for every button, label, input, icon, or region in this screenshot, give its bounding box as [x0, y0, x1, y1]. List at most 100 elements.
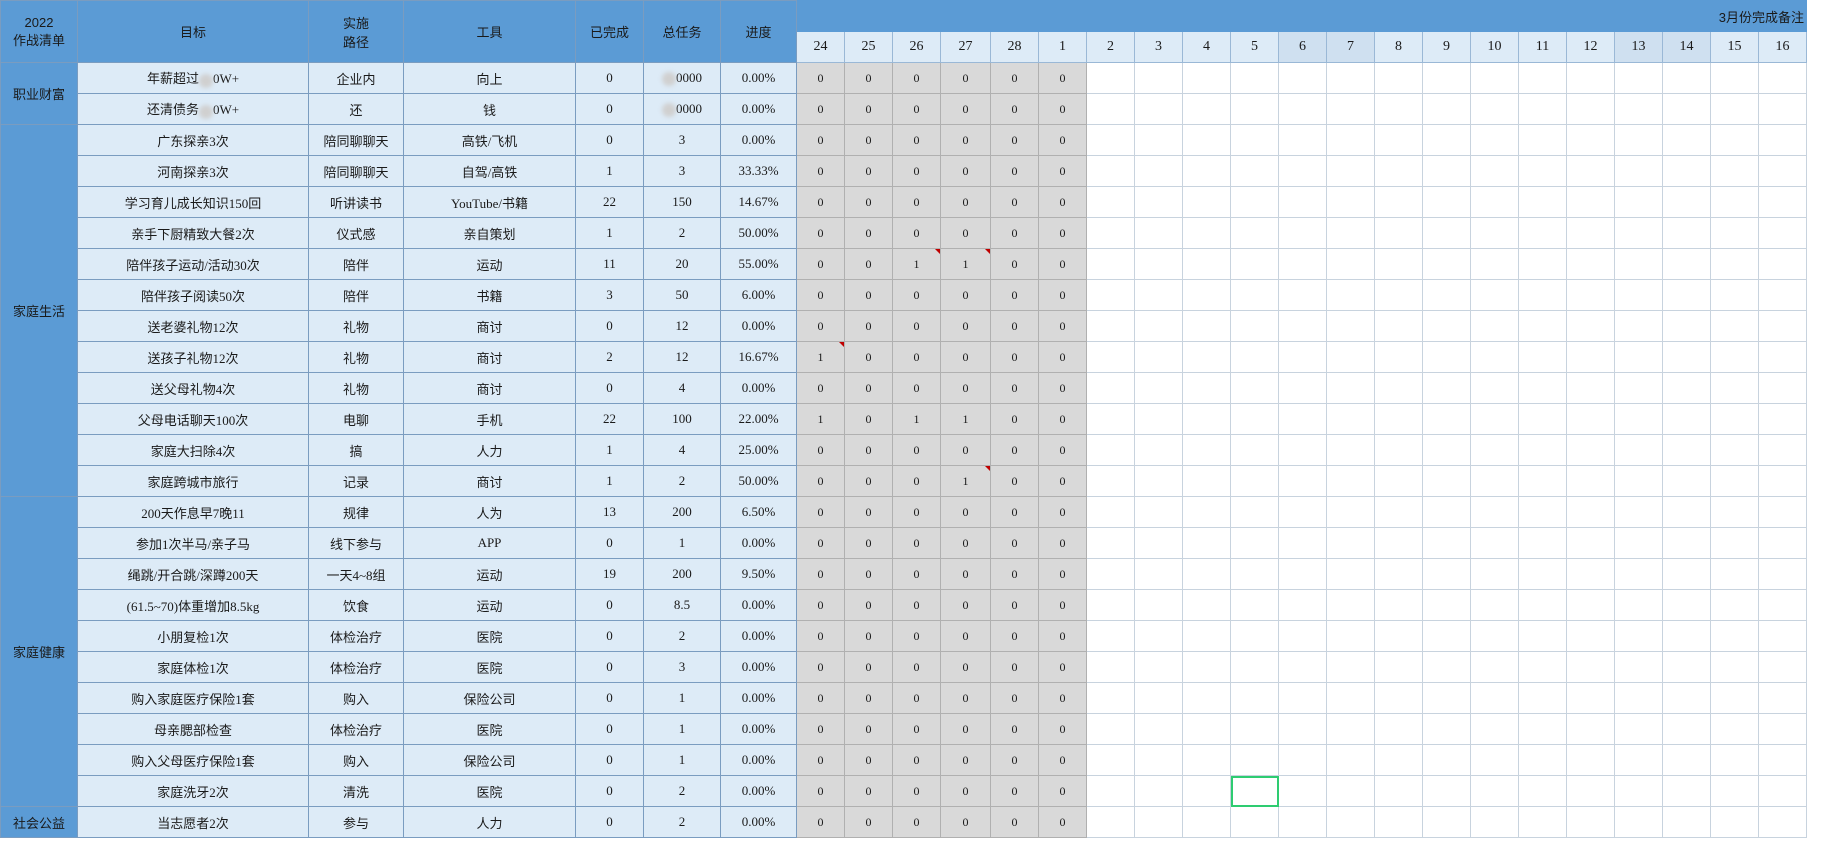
daily-count-cell[interactable]: 0	[796, 713, 845, 745]
empty-day-cell[interactable]	[1614, 558, 1663, 590]
empty-day-cell[interactable]	[1374, 155, 1423, 187]
empty-day-cell[interactable]	[1710, 744, 1759, 776]
empty-day-cell[interactable]	[1134, 620, 1183, 652]
empty-day-cell[interactable]	[1518, 155, 1567, 187]
empty-day-cell[interactable]	[1278, 217, 1327, 249]
empty-day-cell[interactable]	[1758, 465, 1807, 497]
empty-day-cell[interactable]	[1470, 310, 1519, 342]
daily-count-cell[interactable]: 0	[892, 186, 941, 218]
empty-day-cell[interactable]	[1758, 279, 1807, 311]
empty-day-cell[interactable]	[1326, 341, 1375, 373]
day-header-mar-15[interactable]: 15	[1710, 31, 1759, 63]
empty-day-cell[interactable]	[1134, 775, 1183, 807]
daily-count-cell[interactable]: 0	[844, 186, 893, 218]
empty-day-cell[interactable]	[1086, 155, 1135, 187]
total-cell[interactable]: 0000	[643, 62, 721, 94]
target-cell[interactable]: 参加1次半马/亲子马	[77, 527, 309, 559]
empty-day-cell[interactable]	[1566, 744, 1615, 776]
done-cell[interactable]: 0	[575, 682, 644, 714]
empty-day-cell[interactable]	[1566, 527, 1615, 559]
empty-day-cell[interactable]	[1086, 682, 1135, 714]
empty-day-cell[interactable]	[1662, 217, 1711, 249]
daily-count-cell[interactable]: 0	[796, 279, 845, 311]
empty-day-cell[interactable]	[1326, 651, 1375, 683]
path-cell[interactable]: 购入	[308, 744, 404, 776]
total-cell[interactable]: 50	[643, 279, 721, 311]
empty-day-cell[interactable]	[1710, 806, 1759, 838]
progress-cell[interactable]: 6.00%	[720, 279, 797, 311]
total-cell[interactable]: 12	[643, 341, 721, 373]
day-header-mar-1[interactable]: 1	[1038, 31, 1087, 63]
empty-day-cell[interactable]	[1422, 806, 1471, 838]
empty-day-cell[interactable]	[1518, 682, 1567, 714]
empty-day-cell[interactable]	[1758, 806, 1807, 838]
empty-day-cell[interactable]	[1758, 372, 1807, 404]
path-cell[interactable]: 陪同聊聊天	[308, 155, 404, 187]
march-note-header[interactable]: 3月份完成备注	[1038, 0, 1807, 32]
daily-count-cell[interactable]: 0	[892, 806, 941, 838]
empty-day-cell[interactable]	[1758, 527, 1807, 559]
empty-day-cell[interactable]	[1230, 465, 1279, 497]
daily-count-cell[interactable]: 0	[940, 713, 991, 745]
empty-day-cell[interactable]	[1470, 651, 1519, 683]
empty-day-cell[interactable]	[1278, 558, 1327, 590]
daily-count-cell[interactable]: 0	[940, 155, 991, 187]
daily-count-cell[interactable]: 0	[990, 372, 1039, 404]
daily-count-cell[interactable]: 0	[844, 713, 893, 745]
empty-day-cell[interactable]	[1134, 372, 1183, 404]
empty-day-cell[interactable]	[1614, 496, 1663, 528]
empty-day-cell[interactable]	[1422, 372, 1471, 404]
empty-day-cell[interactable]	[1326, 248, 1375, 280]
tool-cell[interactable]: 商讨	[403, 465, 576, 497]
tool-cell[interactable]: 商讨	[403, 372, 576, 404]
day-header-feb-24[interactable]: 24	[796, 31, 845, 63]
progress-cell[interactable]: 0.00%	[720, 124, 797, 156]
target-cell[interactable]: 河南探亲3次	[77, 155, 309, 187]
target-cell[interactable]: 父母电话聊天100次	[77, 403, 309, 435]
daily-count-cell[interactable]: 0	[990, 93, 1039, 125]
daily-count-cell[interactable]: 0	[892, 62, 941, 94]
done-cell[interactable]: 0	[575, 310, 644, 342]
empty-day-cell[interactable]	[1470, 403, 1519, 435]
progress-cell[interactable]: 0.00%	[720, 775, 797, 807]
empty-day-cell[interactable]	[1374, 620, 1423, 652]
empty-day-cell[interactable]	[1422, 496, 1471, 528]
daily-count-cell[interactable]: 0	[1038, 713, 1087, 745]
empty-day-cell[interactable]	[1662, 434, 1711, 466]
path-cell[interactable]: 仪式感	[308, 217, 404, 249]
empty-day-cell[interactable]	[1326, 558, 1375, 590]
empty-day-cell[interactable]	[1134, 589, 1183, 621]
empty-day-cell[interactable]	[1566, 558, 1615, 590]
empty-day-cell[interactable]	[1278, 589, 1327, 621]
daily-count-cell[interactable]: 0	[940, 279, 991, 311]
empty-day-cell[interactable]	[1134, 403, 1183, 435]
empty-day-cell[interactable]	[1086, 124, 1135, 156]
empty-day-cell[interactable]	[1182, 217, 1231, 249]
daily-count-cell[interactable]: 0	[990, 558, 1039, 590]
empty-day-cell[interactable]	[1422, 155, 1471, 187]
daily-count-cell[interactable]: 0	[990, 248, 1039, 280]
empty-day-cell[interactable]	[1566, 465, 1615, 497]
empty-day-cell[interactable]	[1182, 465, 1231, 497]
empty-day-cell[interactable]	[1422, 620, 1471, 652]
empty-day-cell[interactable]	[1326, 217, 1375, 249]
empty-day-cell[interactable]	[1134, 682, 1183, 714]
empty-day-cell[interactable]	[1470, 496, 1519, 528]
empty-day-cell[interactable]	[1758, 124, 1807, 156]
empty-day-cell[interactable]	[1134, 124, 1183, 156]
tool-cell[interactable]: 书籍	[403, 279, 576, 311]
daily-count-cell[interactable]: 0	[990, 806, 1039, 838]
empty-day-cell[interactable]	[1566, 217, 1615, 249]
path-cell[interactable]: 听讲读书	[308, 186, 404, 218]
empty-day-cell[interactable]	[1518, 186, 1567, 218]
empty-day-cell[interactable]	[1086, 434, 1135, 466]
empty-day-cell[interactable]	[1566, 496, 1615, 528]
empty-day-cell[interactable]	[1278, 434, 1327, 466]
empty-day-cell[interactable]	[1662, 589, 1711, 621]
empty-day-cell[interactable]	[1326, 310, 1375, 342]
empty-day-cell[interactable]	[1230, 682, 1279, 714]
empty-day-cell[interactable]	[1710, 155, 1759, 187]
empty-day-cell[interactable]	[1710, 496, 1759, 528]
empty-day-cell[interactable]	[1662, 372, 1711, 404]
total-cell[interactable]: 200	[643, 558, 721, 590]
